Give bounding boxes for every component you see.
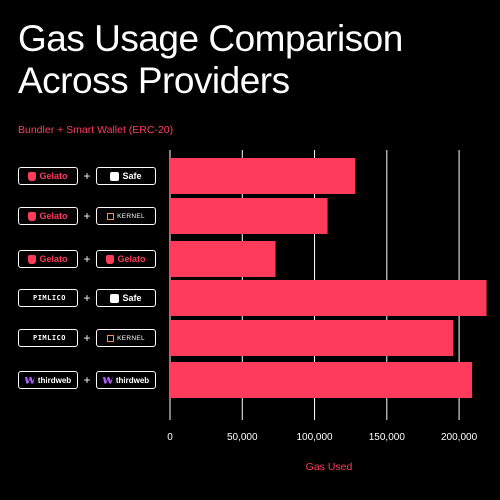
bundler-logo-badge: Gelato	[18, 250, 78, 268]
safe-logo-icon	[110, 171, 120, 181]
bundler-name: thirdweb	[37, 375, 72, 385]
bundler-logo-badge: PIMLICO	[18, 289, 78, 307]
plus-sign: +	[83, 252, 91, 266]
wallet-logo-badge: Safe	[96, 289, 156, 307]
gelato-logo-icon	[28, 254, 37, 264]
chart-title-line-2: Across Providers	[18, 60, 290, 101]
chart-subtitle: Bundler + Smart Wallet (ERC-20)	[18, 124, 174, 136]
x-axis-label: Gas Used	[305, 461, 353, 473]
bar	[170, 362, 473, 398]
bar	[170, 241, 276, 277]
provider-combination-row: Gelato + Gelato	[18, 249, 156, 269]
wallet-name: Gelato	[117, 254, 146, 264]
wallet-name: Safe	[122, 293, 142, 303]
gelato-logo-icon	[28, 171, 37, 181]
provider-combination-row: PIMLICO + KERNEL	[18, 328, 156, 348]
wallet-logo-badge: Safe	[96, 167, 156, 185]
thirdweb-logo-icon	[102, 376, 113, 384]
bar	[170, 280, 487, 316]
provider-combination-row: PIMLICO + Safe	[18, 288, 156, 308]
bundler-logo-badge: Gelato	[18, 207, 78, 225]
wallet-name: KERNEL	[117, 212, 145, 220]
wallet-logo-badge: KERNEL	[96, 207, 156, 225]
x-tick-label: 150,000	[369, 432, 406, 443]
bar	[170, 198, 328, 234]
wallet-name: thirdweb	[115, 375, 150, 385]
wallet-logo-badge: Gelato	[96, 250, 156, 268]
kernel-logo-icon	[107, 212, 115, 220]
wallet-logo-badge: KERNEL	[96, 329, 156, 347]
bundler-name: Gelato	[39, 211, 68, 221]
wallet-logo-badge: thirdweb	[96, 371, 156, 389]
bundler-name: Gelato	[39, 254, 68, 264]
safe-logo-icon	[110, 293, 120, 303]
bundler-name: PIMLICO	[32, 294, 66, 302]
bundler-logo-badge: Gelato	[18, 167, 78, 185]
bar	[170, 320, 454, 356]
provider-combination-row: Gelato + KERNEL	[18, 206, 156, 226]
gelato-logo-icon	[106, 254, 115, 264]
plus-sign: +	[83, 169, 91, 183]
wallet-name: Safe	[122, 171, 142, 181]
x-tick-label: 200,000	[441, 432, 478, 443]
thirdweb-logo-icon	[24, 376, 35, 384]
gelato-logo-icon	[28, 211, 37, 221]
x-tick-label: 50,000	[227, 432, 258, 443]
x-tick-label: 0	[167, 432, 173, 443]
bundler-name: Gelato	[39, 171, 68, 181]
bundler-logo-badge: PIMLICO	[18, 329, 78, 347]
bundler-logo-badge: thirdweb	[18, 371, 78, 389]
plus-sign: +	[83, 373, 91, 387]
plus-sign: +	[83, 291, 91, 305]
provider-combination-row: Gelato + Safe	[18, 166, 156, 186]
wallet-name: KERNEL	[117, 334, 145, 342]
chart-title-line-1: Gas Usage Comparison	[18, 18, 403, 59]
plus-sign: +	[83, 209, 91, 223]
provider-combination-row: thirdweb + thirdweb	[18, 370, 156, 390]
bar	[170, 158, 356, 194]
bundler-name: PIMLICO	[32, 334, 66, 342]
plus-sign: +	[83, 331, 91, 345]
kernel-logo-icon	[107, 334, 115, 342]
chart-title: Gas Usage Comparison Across Providers	[18, 18, 488, 102]
x-tick-label: 100,000	[296, 432, 333, 443]
